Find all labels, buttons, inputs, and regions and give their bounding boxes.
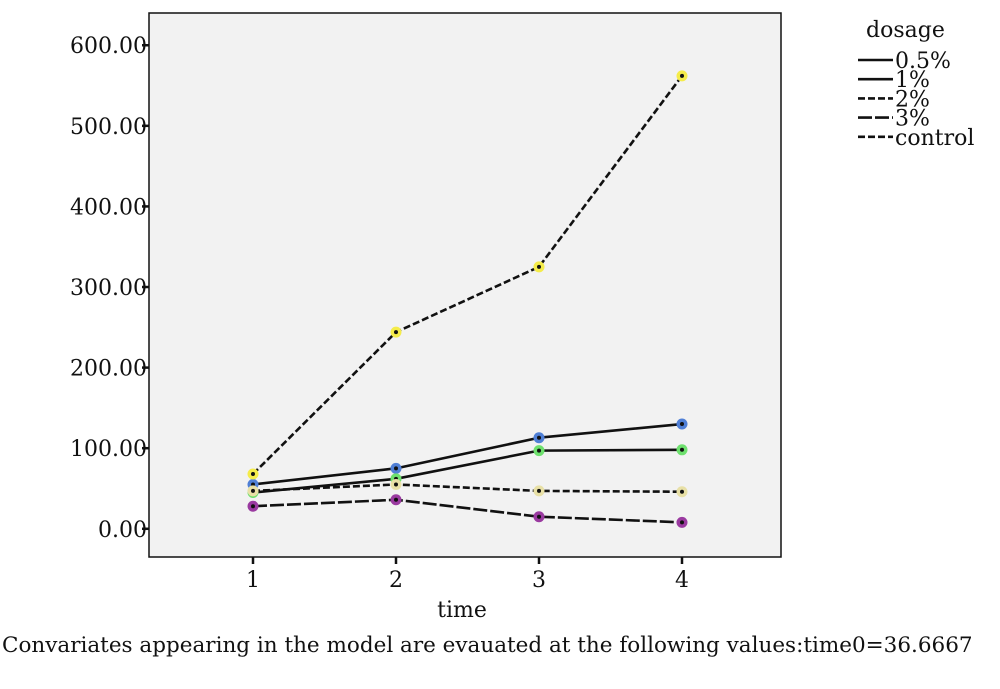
footnote: Convariates appearing in the model are e… (2, 633, 973, 658)
data-point-center (394, 497, 398, 502)
data-point-center (680, 422, 684, 427)
legend-label: 2% (895, 87, 930, 112)
y-tick-label: 100.00 (70, 437, 147, 462)
data-point-center (251, 482, 255, 487)
legend-label: 3% (895, 107, 930, 132)
y-tick-label: 0.00 (98, 518, 147, 543)
x-tick-label: 1 (246, 568, 260, 593)
data-point-center (537, 435, 541, 440)
data-point-center (394, 466, 398, 471)
legend-label: 1% (895, 68, 930, 93)
x-tick-label: 4 (675, 568, 689, 593)
series-line (252, 422, 683, 486)
data-point-center (251, 504, 255, 509)
series-lines (252, 75, 684, 524)
data-point-center (537, 514, 541, 519)
y-tick-label: 600.00 (70, 34, 147, 59)
data-point-center (537, 488, 541, 493)
x-tick-label: 3 (532, 568, 546, 593)
data-point-center (680, 520, 684, 525)
y-tick-label: 300.00 (70, 276, 147, 301)
y-tick-label: 400.00 (70, 195, 147, 220)
legend-title: dosage (866, 18, 945, 43)
y-tick-label: 200.00 (70, 357, 147, 382)
y-tick-label: 500.00 (70, 115, 147, 140)
legend-label: control (895, 126, 974, 151)
legend: dosage 0.5%1%2%3%control (858, 18, 974, 151)
data-point-center (251, 488, 255, 493)
data-point-center (680, 447, 684, 452)
series-points (247, 70, 688, 528)
series-line (252, 498, 683, 524)
x-axis-title: time (437, 598, 487, 623)
series-line (252, 483, 683, 494)
series-line (252, 75, 684, 475)
data-point-center (537, 264, 541, 269)
chart: 0.00 100.00 200.00 300.00 400.00 500.00 600.00… (70, 12, 974, 623)
legend-label: 0.5% (895, 49, 951, 74)
plot-area (148, 12, 782, 558)
x-tick-label: 2 (389, 568, 403, 593)
data-point-center (394, 482, 398, 487)
data-point-center (537, 448, 541, 453)
data-point-center (680, 73, 684, 78)
x-axis: 1 2 3 4 (246, 557, 689, 593)
series-line (252, 448, 683, 494)
data-point-center (680, 489, 684, 494)
data-point-center (251, 471, 255, 476)
y-axis: 0.00 100.00 200.00 300.00 400.00 500.00 600.00 (70, 34, 149, 543)
data-point-center (394, 330, 398, 335)
